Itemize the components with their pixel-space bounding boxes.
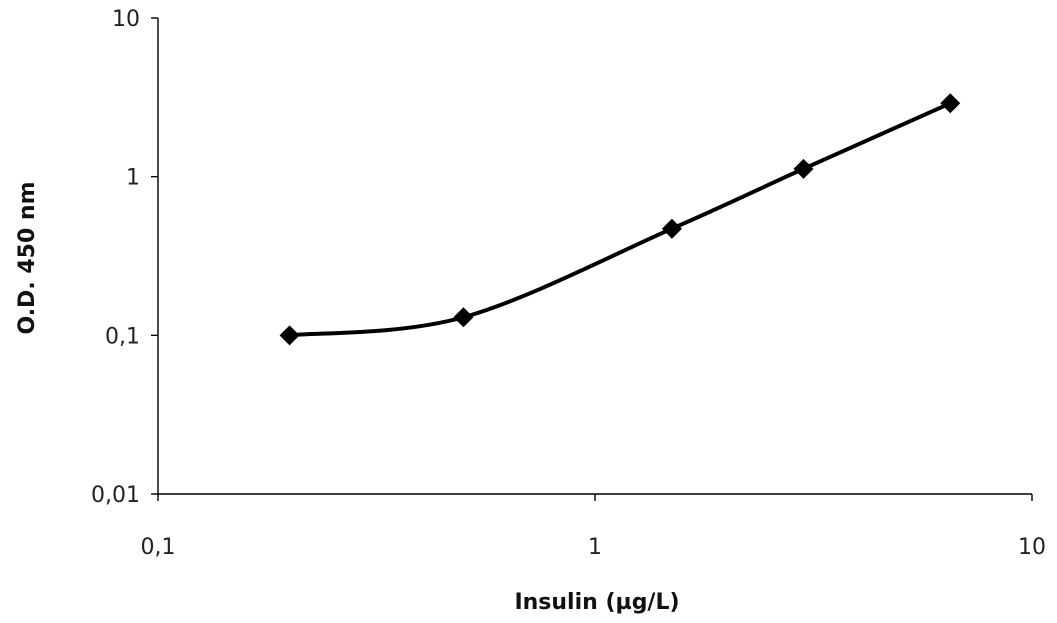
data-point-marker [661, 218, 682, 239]
x-tick-label: 10 [1018, 535, 1046, 560]
data-point-marker [793, 158, 814, 179]
y-ticks: 0,01 0,1 1 10 [91, 7, 158, 508]
data-point-marker [279, 325, 300, 346]
x-axis-title: Insulin (µg/L) [514, 590, 679, 615]
y-tick-label: 10 [112, 7, 140, 32]
y-axis-title: O.D. 450 nm [15, 181, 40, 334]
y-tick-label: 0,01 [91, 483, 140, 508]
x-tick-label: 1 [588, 535, 602, 560]
x-ticks: 0,1 1 10 [141, 494, 1046, 560]
y-tick-label: 0,1 [105, 324, 140, 349]
markers [279, 93, 961, 346]
data-point-marker [940, 93, 961, 114]
data-point-marker [453, 307, 474, 328]
y-tick-label: 1 [126, 166, 140, 191]
series-line [287, 101, 953, 338]
x-tick-label: 0,1 [141, 535, 176, 560]
axes [157, 18, 1032, 495]
